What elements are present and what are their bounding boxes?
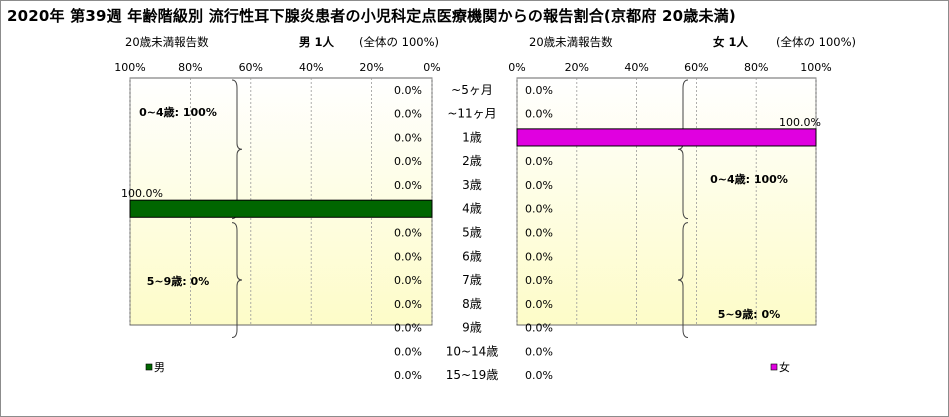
female-total-note: (全体の 100%) [776, 35, 857, 49]
female-x-tick-label: 40% [624, 61, 648, 74]
female-x-tick-label: 80% [744, 61, 768, 74]
female-group-label: 0~4歳: 100% [710, 172, 788, 186]
male-x-tick-label: 20% [359, 61, 383, 74]
male-data-label: 0.0% [394, 274, 422, 287]
category-label: 6歳 [462, 249, 482, 263]
female-data-label: 0.0% [525, 298, 553, 311]
female-x-tick-label: 100% [800, 61, 831, 74]
category-label: 5歳 [462, 226, 482, 240]
male-group-bracket [231, 222, 243, 338]
male-legend-label: 男 [154, 361, 165, 374]
female-heading: 女 1人 [713, 34, 748, 50]
category-label: 10~14歳 [446, 344, 499, 358]
female-bar [516, 128, 817, 147]
category-label: 9歳 [462, 321, 482, 335]
male-axis-caption: 20歳未満報告数 [125, 35, 209, 49]
chart-text: 100% 80% 60% 40% 20% 0%0.0%0.0%0.0%0.0%0.0%10… [114, 61, 831, 382]
male-heading-text: 男 1人 [299, 35, 335, 49]
female-plot-area [516, 77, 817, 326]
bars [129, 128, 817, 371]
chart-title: 2020年 第39週 年齢階級別 流行性耳下腺炎患者の小児科定点医療機関からの報… [7, 7, 736, 25]
male-x-tick-label: 40% [299, 61, 323, 74]
category-label: 3歳 [462, 178, 482, 192]
male-data-label: 0.0% [394, 84, 422, 97]
female-data-label: 100.0% [779, 116, 821, 129]
category-label: ~5ヶ月 [451, 83, 493, 97]
female-x-tick-label: 0% [508, 61, 525, 74]
male-data-label: 0.0% [394, 298, 422, 311]
female-data-label: 0.0% [525, 155, 553, 168]
male-data-label: 0.0% [394, 131, 422, 144]
female-x-tick-label: 60% [684, 61, 708, 74]
female-group-bracket [677, 222, 689, 338]
male-data-label: 0.0% [394, 250, 422, 263]
category-label: 2歳 [462, 154, 482, 168]
category-label: ~11ヶ月 [447, 107, 496, 121]
male-x-tick-label: 80% [178, 61, 202, 74]
female-data-label: 0.0% [525, 322, 553, 335]
male-legend-swatch [145, 363, 153, 371]
female-data-label: 0.0% [525, 227, 553, 240]
gridlines [129, 78, 817, 338]
female-data-label: 0.0% [525, 274, 553, 287]
female-legend-label: 女 [779, 360, 790, 374]
male-bar [129, 199, 433, 218]
female-legend-swatch [770, 363, 778, 371]
male-x-tick-label: 0% [423, 61, 440, 74]
category-label: 1歳 [462, 130, 482, 144]
male-data-label: 0.0% [394, 179, 422, 192]
female-data-label: 0.0% [525, 345, 553, 358]
male-group-label: 0~4歳: 100% [139, 105, 217, 119]
female-data-label: 0.0% [525, 250, 553, 263]
female-data-label: 0.0% [525, 108, 553, 121]
male-data-label: 0.0% [394, 227, 422, 240]
category-label: 4歳 [462, 202, 482, 216]
male-data-label: 0.0% [394, 369, 422, 382]
male-data-label: 0.0% [394, 108, 422, 121]
male-group-label: 5~9歳: 0% [147, 274, 209, 288]
female-data-label: 0.0% [525, 369, 553, 382]
male-data-label: 0.0% [394, 322, 422, 335]
female-data-label: 0.0% [525, 203, 553, 216]
category-label: 8歳 [462, 297, 482, 311]
female-data-label: 0.0% [525, 84, 553, 97]
female-axis-caption: 20歳未満報告数 [529, 35, 613, 49]
male-data-label: 0.0% [394, 345, 422, 358]
male-heading: 男 1人 [299, 34, 334, 50]
category-label: 15~19歳 [446, 368, 499, 382]
female-group-bracket [677, 79, 689, 220]
female-x-tick-label: 20% [565, 61, 589, 74]
male-x-tick-label: 60% [239, 61, 263, 74]
female-group-label: 5~9歳: 0% [718, 307, 780, 321]
female-data-label: 0.0% [525, 179, 553, 192]
male-data-label: 100.0% [121, 187, 163, 200]
male-x-tick-label: 100% [114, 61, 145, 74]
male-total-note: (全体の 100%) [359, 35, 440, 49]
category-label: 7歳 [462, 273, 482, 287]
male-data-label: 0.0% [394, 155, 422, 168]
female-heading-text: 女 1人 [713, 35, 749, 49]
